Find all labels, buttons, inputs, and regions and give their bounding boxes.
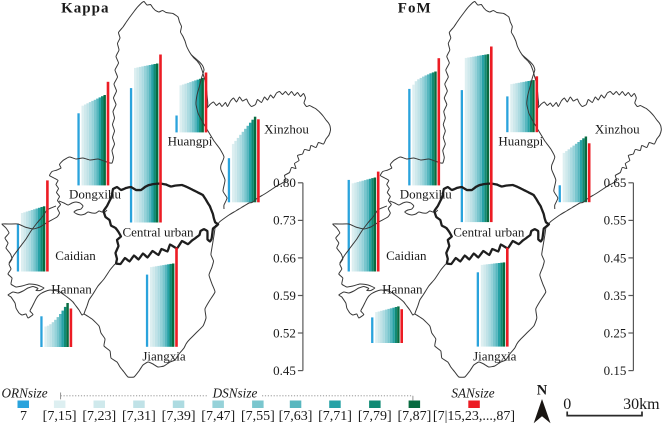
svg-text:[7,87]: [7,87] <box>397 409 431 424</box>
svg-text:Xinzhou: Xinzhou <box>264 122 309 137</box>
svg-text:Caidian: Caidian <box>386 248 427 263</box>
svg-text:[7,79]: [7,79] <box>358 409 392 424</box>
svg-text:0.55: 0.55 <box>604 213 627 228</box>
svg-text:0.45: 0.45 <box>273 363 296 378</box>
svg-text:Huangpi: Huangpi <box>168 134 213 149</box>
svg-text:[7,31]: [7,31] <box>122 409 156 424</box>
svg-text:0.15: 0.15 <box>604 363 627 378</box>
svg-text:0.73: 0.73 <box>273 213 296 228</box>
svg-text:[7,63]: [7,63] <box>279 409 313 424</box>
svg-text:[7,55]: [7,55] <box>241 409 275 424</box>
svg-text:0.25: 0.25 <box>604 325 627 340</box>
svg-text:Central urban: Central urban <box>122 225 194 240</box>
svg-text:[7,71]: [7,71] <box>318 409 352 424</box>
svg-text:Dongxihu: Dongxihu <box>69 187 122 202</box>
svg-text:0.80: 0.80 <box>273 175 296 190</box>
svg-text:Jiangxia: Jiangxia <box>142 349 186 364</box>
svg-text:Kappa: Kappa <box>61 1 109 17</box>
svg-text:0.65: 0.65 <box>604 175 627 190</box>
svg-text:0.66: 0.66 <box>273 250 296 265</box>
svg-text:DSNsize: DSNsize <box>212 385 258 400</box>
svg-text:7: 7 <box>20 409 27 424</box>
svg-text:Huangpi: Huangpi <box>498 134 543 149</box>
svg-text:Jiangxia: Jiangxia <box>473 349 517 364</box>
svg-text:FoM: FoM <box>398 1 432 17</box>
svg-text:[7,15]: [7,15] <box>43 409 77 424</box>
svg-text:Hannan: Hannan <box>382 282 423 297</box>
svg-text:0: 0 <box>563 396 571 413</box>
svg-text:0.52: 0.52 <box>273 325 296 340</box>
svg-text:30km: 30km <box>623 396 660 413</box>
svg-text:N: N <box>537 383 548 399</box>
svg-text:0.45: 0.45 <box>604 250 627 265</box>
svg-text:SANsize: SANsize <box>451 385 494 400</box>
svg-text:[7,47]: [7,47] <box>201 409 235 424</box>
svg-text:Xinzhou: Xinzhou <box>595 122 640 137</box>
svg-text:[7|15,23,...,87]: [7|15,23,...,87] <box>433 409 515 424</box>
svg-text:0.59: 0.59 <box>273 288 296 303</box>
svg-text:ORNsize: ORNsize <box>2 385 48 400</box>
svg-text:Caidian: Caidian <box>55 248 96 263</box>
svg-text:Dongxihu: Dongxihu <box>400 187 453 202</box>
svg-text:[7,39]: [7,39] <box>162 409 196 424</box>
svg-text:Hannan: Hannan <box>51 282 92 297</box>
svg-text:Central urban: Central urban <box>453 225 525 240</box>
svg-text:0.35: 0.35 <box>604 288 627 303</box>
svg-text:[7,23]: [7,23] <box>82 409 116 424</box>
